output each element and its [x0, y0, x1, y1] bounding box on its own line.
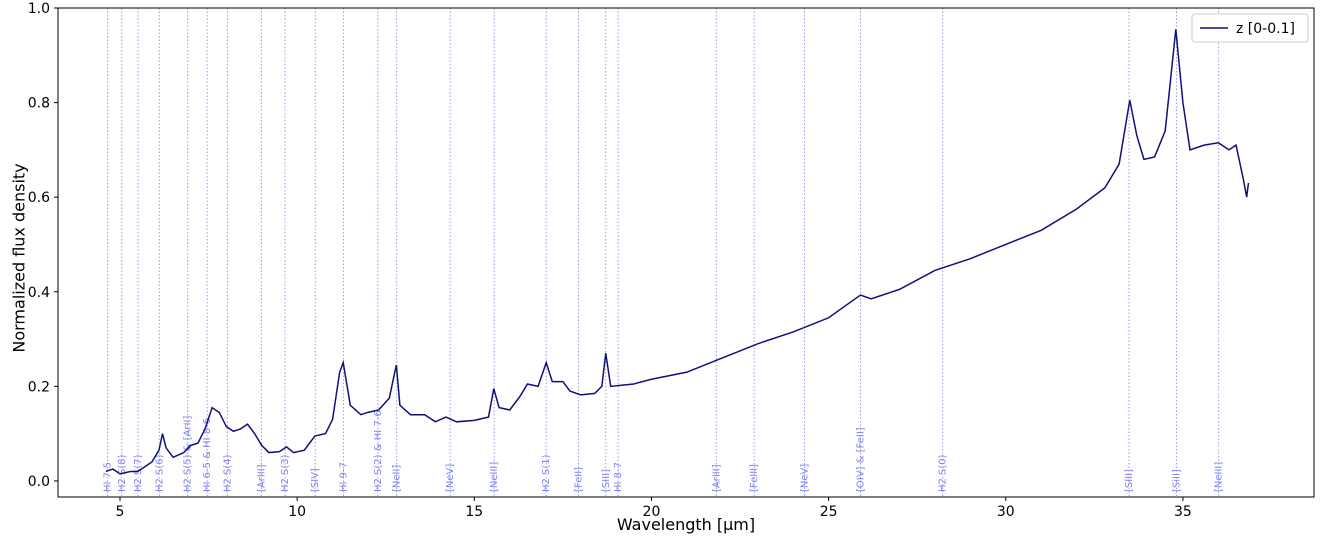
- feature-label: H2 S(0): [938, 454, 949, 492]
- series-line: [105, 29, 1250, 475]
- feature-label: HI 6-5 & HI 8-6: [202, 418, 213, 492]
- x-tick-label: 30: [997, 504, 1015, 520]
- feature-label: [SIII]: [1124, 469, 1135, 492]
- y-tick-label: 1.0: [28, 1, 50, 17]
- feature-label: [OIV] & [FeII]: [855, 427, 866, 492]
- y-tick-label: 0.2: [28, 379, 50, 395]
- y-tick-label: 0.4: [28, 285, 50, 301]
- y-tick-label: 0.6: [28, 190, 50, 206]
- feature-label: [SiII]: [1172, 469, 1183, 492]
- legend-label: z [0-0.1]: [1236, 21, 1295, 37]
- feature-label: [NeV]: [445, 464, 456, 492]
- feature-label: HI 8-7: [613, 462, 624, 492]
- feature-label: H2 S(5) & [ArII]: [183, 416, 194, 492]
- feature-label: H2 S(3): [280, 454, 291, 492]
- feature-label: [FeII]: [573, 467, 584, 492]
- legend-box: [1191, 13, 1309, 43]
- feature-label: [SIV]: [310, 468, 321, 492]
- feature-label: [NeIII]: [489, 462, 500, 492]
- feature-label: [NeIII]: [1214, 462, 1225, 492]
- feature-label: [SIII]: [601, 469, 612, 492]
- feature-label: H2 S(4): [222, 454, 233, 492]
- x-tick-label: 10: [288, 504, 306, 520]
- x-tick-label: 5: [116, 504, 125, 520]
- x-axis-label: Wavelength [μm]: [617, 515, 755, 534]
- feature-label: [NeV]: [800, 464, 811, 492]
- feature-label: [ArIII]: [256, 464, 267, 492]
- feature-label: [FeIII]: [749, 464, 760, 492]
- y-axis-label: Normalized flux density: [10, 163, 29, 352]
- y-tick-label: 0.0: [28, 474, 50, 490]
- x-tick-label: 15: [465, 504, 483, 520]
- legend: z [0-0.1]: [1191, 13, 1309, 43]
- feature-label: [ArIII]: [711, 464, 722, 492]
- feature-label: [NeII]: [392, 465, 403, 492]
- x-tick-label: 20: [643, 504, 661, 520]
- x-tick-label: 35: [1174, 504, 1192, 520]
- feature-label: H2 S(2) & HI 7-6: [373, 410, 384, 492]
- y-tick-label: 0.8: [28, 96, 50, 112]
- plot-frame: [57, 7, 1315, 498]
- feature-label: H2 S(6): [154, 454, 165, 492]
- x-tick-label: 25: [820, 504, 838, 520]
- feature-label: H2 S(7): [133, 454, 144, 492]
- feature-label: HI 9-7: [339, 462, 350, 492]
- feature-label: HI 7-5: [103, 462, 114, 492]
- feature-label: H2 S(1): [541, 454, 552, 492]
